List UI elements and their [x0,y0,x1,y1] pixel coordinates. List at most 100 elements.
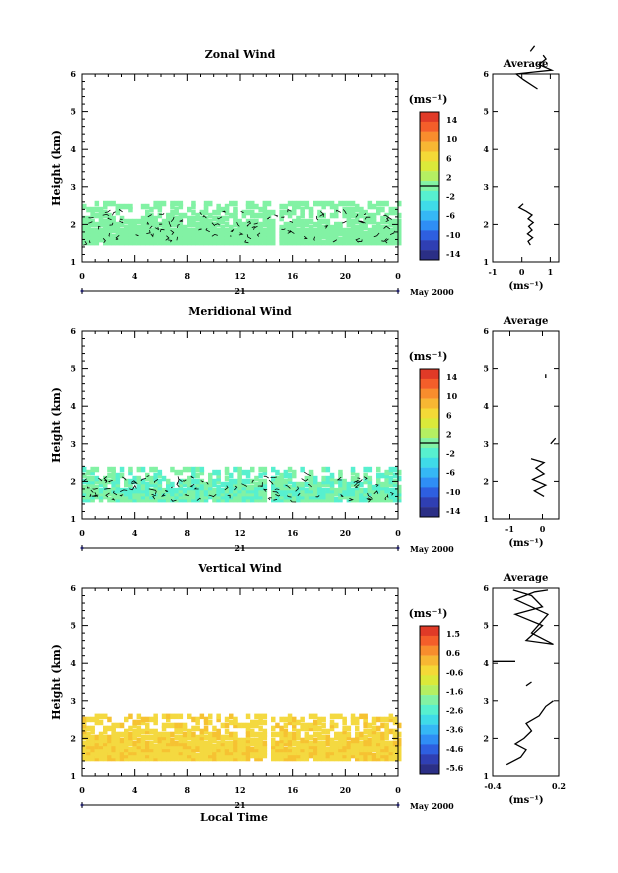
heatmap-cell [279,716,284,723]
heatmap-cell [380,716,385,723]
heatmap-cell [367,487,373,494]
heatmap-cell [371,230,377,237]
heatmap-cell [392,743,398,750]
heatmap-cell [258,734,263,741]
average-y-tick-label: 3 [483,182,489,192]
heatmap-cell [355,496,360,503]
heatmap-cell [132,752,137,759]
heatmap-cell [292,716,297,723]
heatmap-cell [124,236,129,243]
heatmap-cell [350,487,356,494]
heatmap-cell [292,469,297,476]
heatmap-cell [355,749,360,756]
heatmap-cell [287,487,293,494]
heatmap-cell [224,716,230,723]
heatmap-cell [208,490,213,497]
heatmap-cell [237,743,242,750]
heatmap-cell [220,722,226,729]
heatmap-cell [119,749,125,756]
heatmap-cell [153,227,158,234]
heatmap-cell [233,209,238,216]
heatmap-cell [161,725,167,732]
heatmap-cell [279,230,284,237]
heatmap-cell [103,737,108,744]
heatmap-cell [245,722,251,729]
colorbar-tick-label: 14 [446,115,458,125]
heatmap-cell [178,224,184,231]
heatmap-cell [220,737,226,744]
colorbar-swatch [420,378,439,389]
heatmap-cell [245,472,251,479]
average-profile-line [529,45,536,52]
heatmap-cell [128,734,133,741]
heatmap-cell [98,215,104,222]
colorbar-swatch [420,675,439,686]
heatmap-cell [304,218,310,225]
heatmap-cell [371,737,377,744]
heatmap-cell [367,752,373,759]
average-frame [492,330,560,520]
heatmap-cell [325,749,331,756]
heatmap-cell [149,716,154,723]
heatmap-cell [388,466,394,473]
heatmap-cell [380,734,385,741]
heatmap-cell [254,475,259,482]
heatmap-cell [363,743,368,750]
heatmap-cell [388,209,394,216]
heatmap-cell [241,469,247,476]
heatmap-cell [237,472,242,479]
heatmap-cell [229,200,234,207]
x-tick-label: 20 [340,271,352,281]
x-tick-label: 16 [287,271,299,281]
heatmap-cell [86,749,91,756]
heatmap-cell [132,743,137,750]
heatmap-cell [355,239,360,246]
heatmap-cell [212,215,217,222]
heatmap-cell [82,487,87,494]
heatmap-cell [233,755,238,762]
heatmap-cell [149,478,154,485]
heatmap-cell [216,740,221,747]
heatmap-cell [208,713,213,720]
heatmap-cell [166,734,171,741]
heatmap-cell [212,737,217,744]
heatmap-cell [203,484,209,491]
heatmap-cell [283,731,289,738]
heatmap-cell [300,725,305,732]
heatmap-cell [279,481,284,488]
heatmap-cell [380,749,385,756]
heatmap-cell [245,740,251,747]
heatmap-cell [220,239,226,246]
heatmap-cell [262,719,268,726]
heatmap-cell [119,221,125,228]
heatmap-cell [157,490,163,497]
heatmap-cell [292,740,297,747]
heatmap-cell [170,221,175,228]
heatmap-cell [384,722,389,729]
heatmap-cell [140,484,146,491]
heatmap-cell [262,227,268,234]
heatmap-cell [346,725,352,732]
heatmap-cell [233,215,238,222]
heatmap-cell [342,731,347,738]
heatmap-cell [363,209,368,216]
heatmap-cell [308,206,314,213]
heatmap-cell [174,749,179,756]
heatmap-cell [128,752,133,759]
heatmap-cell [182,755,188,762]
heatmap-cell [376,484,381,491]
heatmap-cell [237,749,242,756]
heatmap-cell [296,734,301,741]
heatmap-cell [317,493,322,500]
heatmap-cell [376,743,381,750]
colorbar-swatch [420,764,439,775]
heatmap-cell [271,740,276,747]
heatmap-cell [195,233,200,240]
colorbar-swatch [420,369,439,380]
heatmap-cell [313,731,318,738]
heatmap-cell [346,200,352,207]
heatmap-cell [287,466,293,473]
heatmap-cell [136,481,142,488]
x-axis-title: Local Time [200,811,268,824]
colorbar-swatch [420,665,439,676]
